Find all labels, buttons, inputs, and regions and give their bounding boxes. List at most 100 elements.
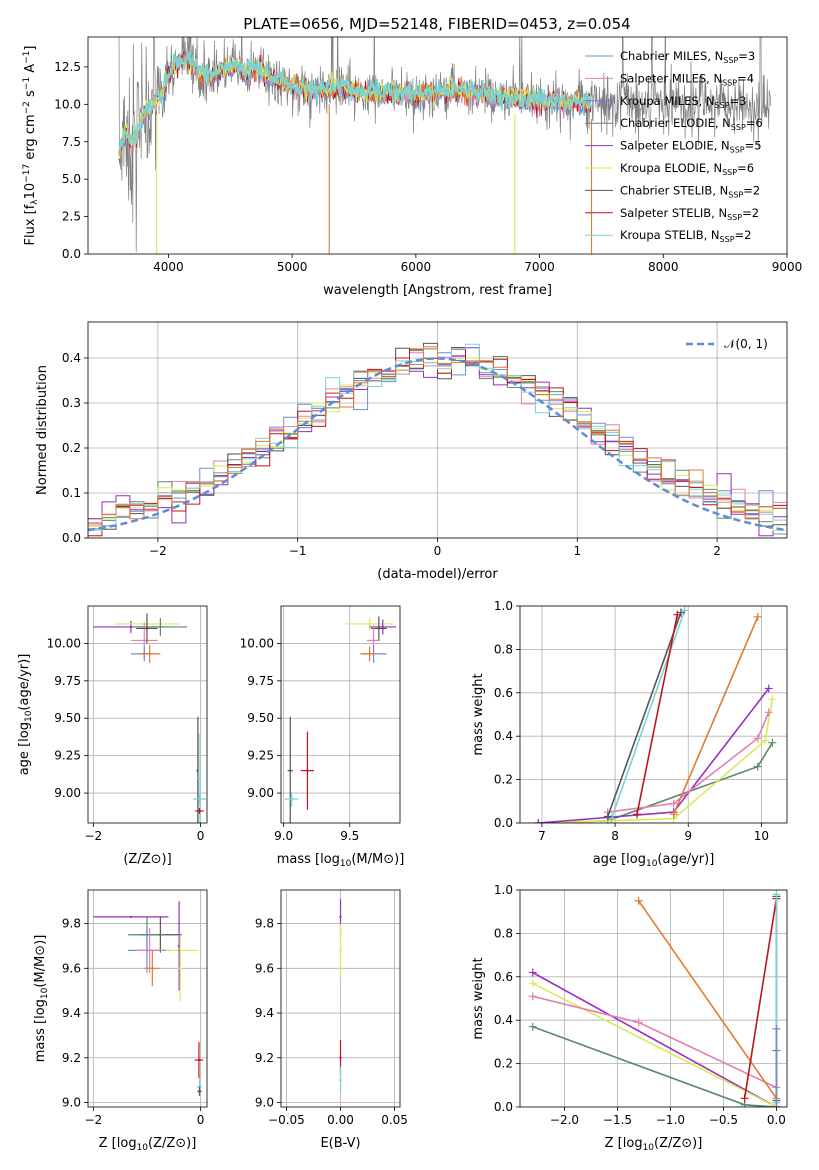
mass_vs_Z-point [198,1090,201,1093]
weight_vs_Z-series-marker [772,890,781,899]
spectrum-ylabel-part: A [23,64,38,77]
spectrum-legend-count: =6 [746,116,763,130]
weight_vs_age-series-marker [753,762,762,771]
spectrum-legend-subscript: SSP [723,56,738,65]
weight_vs_age-series-marker [764,684,773,693]
residuals-legend-label: 𝒩(0, 1) [724,337,768,351]
weight_vs_Z-ytick-label: 0.8 [494,926,513,940]
mass_vs_Z-frame [87,889,208,1108]
age_vs_Z-point [145,627,149,630]
age_vs_Z-ytick-label: 9.50 [54,711,81,725]
spectrum-legend-label: Salpeter MILES, NSSP=4 [620,71,754,87]
age_vs_mass-point [377,627,381,630]
spectrum-ylabel-part: λ [30,199,40,205]
age_vs_Z-plot-area [88,606,207,823]
spectrum-ylabel-part: 10 [23,183,38,200]
mass_vs_ebv-ytick-label: 9.6 [255,961,274,975]
age_vs_Z-ytick-label: 9.75 [54,674,81,688]
mass-vs-Z-xlabel-rest: (Z/Z⊙)] [148,1136,196,1151]
residuals-ytick-label: 0.0 [62,531,81,545]
age_vs_Z-point [198,797,201,801]
weight_vs_Z-ytick-label: 0.0 [494,1100,513,1114]
mass_vs_Z-point [167,949,170,952]
mass_vs_ebv-plot-area [281,890,400,1107]
weight_vs_age-series-marker [669,810,678,819]
weight_vs_age-ylabel: mass weight [471,673,486,755]
weight_vs_Z-ytick-label: 0.6 [494,970,513,984]
age_vs_Z-point [129,625,133,629]
weight-vs-Z-xlabel-sub: 10 [643,1143,655,1153]
weight_vs_Z-series-marker [772,1103,781,1107]
weight_vs_age-xtick-label: 9 [684,829,692,843]
weight_vs_Z-xtick-label: −1.5 [603,1113,632,1127]
spectrum-xtick-label: 7000 [524,260,555,274]
weight_vs_age-series-marker [534,819,543,823]
spectrum-legend-label: Salpeter ELODIE, NSSP=5 [620,139,762,155]
weight_vs_Z-series-line [532,982,777,1107]
mass_vs_Z-ytick-label: 9.2 [62,1051,81,1065]
age_vs_mass-point [372,639,375,642]
weight_vs_age-series-line [636,614,679,815]
residuals-ytick-label: 0.3 [62,396,81,410]
weight_vs_age-xtick-label: 10 [754,829,769,843]
spectrum-legend-subscript: SSP [722,168,737,177]
mass-vs-Z-xlabel: Z [log10(Z/Z⊙)] [99,1136,197,1153]
mass_vs_ebv-point [339,915,342,919]
weight_vs_Z-xtick-label: −0.5 [709,1113,738,1127]
spectrum-legend-label: Chabrier STELIB, NSSP=2 [620,183,760,199]
weight_vs_age-series-marker [673,610,682,619]
age_vs_mass-xtick-label: 9.5 [340,829,359,843]
weight_vs_Z-series-marker [528,968,537,977]
weight_vs_Z-series-line [532,1025,777,1107]
weight_vs_Z-series-marker [740,1094,749,1103]
mass_vs_ebv-xtick-label: −0.05 [268,1113,305,1127]
figure-title: PLATE=0656, MJD=52148, FIBERID=0453, z=0… [243,15,630,33]
weight_vs_age-ytick-label: 1.0 [494,599,513,613]
age_vs_Z-ytick-label: 9.25 [54,749,81,763]
age-vs-Z-ylabel-sub: 10 [24,710,34,722]
spectrum-ylabel-part: s [23,90,38,101]
spectrum-ytick-label: 0.0 [62,247,81,261]
spectrum-legend-label: Chabrier MILES, NSSP=3 [620,49,755,65]
age_vs_mass-plot-area [281,606,400,823]
weight_vs_age-xtick-label: 7 [538,829,546,843]
spectrum-legend-label: Kroupa ELODIE, NSSP=6 [620,161,754,177]
spectrum-legend-subscript: SSP [715,101,730,110]
weight_vs_age-series-line [672,616,759,815]
spectrum-legend-label: Kroupa MILES, NSSP=3 [620,94,746,110]
weight_vs_Z-series-line [532,995,777,1089]
weight_vs_age-series-marker [753,734,762,743]
weight_vs_Z-series-marker [634,1018,643,1027]
weight_vs_age-series-marker [764,708,773,717]
spectrum-xtick-label: 9000 [772,260,803,274]
weight-vs-age-xlabel-sub: 10 [646,859,658,869]
weight_vs_age-series-line [607,612,682,817]
age_vs_mass-frame [280,605,401,824]
weight_vs_age-ytick-label: 0.2 [494,773,513,787]
spectrum-legend-subscript: SSP [720,235,735,244]
weight_vs_age-series-line [610,610,686,819]
residuals-plot-area [88,322,787,538]
mass_vs_ebv-ytick-label: 9.0 [255,1096,274,1110]
spectrum-legend-subscript: SSP [730,146,745,155]
mass_vs_Z-plot-area [88,890,207,1107]
spectrum-legend-count: =3 [738,49,755,63]
weight-vs-Z-xlabel: Z [log10(Z/Z⊙)] [605,1136,703,1153]
weight_vs_age-series-marker [753,612,762,621]
mass_vs_ebv-xtick-label: 0.05 [381,1113,408,1127]
residual-histogram-series [88,346,787,524]
spectrum-legend-count: =5 [745,139,762,153]
weight_vs_Z-ytick-label: 0.2 [494,1057,513,1071]
weight_vs_Z-xtick-label: −2.0 [550,1113,579,1127]
mass_vs_ebv-point [339,1078,342,1082]
weight_vs_age-series-marker [761,736,770,745]
spectrum-xtick-label: 4000 [153,260,184,274]
spectrum-legend-count: =2 [743,183,760,197]
weight_vs_age-series-marker [680,606,689,615]
spectrum-ytick-label: 12.5 [54,60,81,74]
residuals-frame [87,321,788,539]
residuals-ytick-label: 0.4 [62,351,81,365]
residuals-xlabel: (data-model)/error [377,567,498,582]
mass_vs_Z-ytick-label: 9.4 [62,1006,81,1020]
age_vs_mass-ytick-label: 9.75 [247,674,274,688]
